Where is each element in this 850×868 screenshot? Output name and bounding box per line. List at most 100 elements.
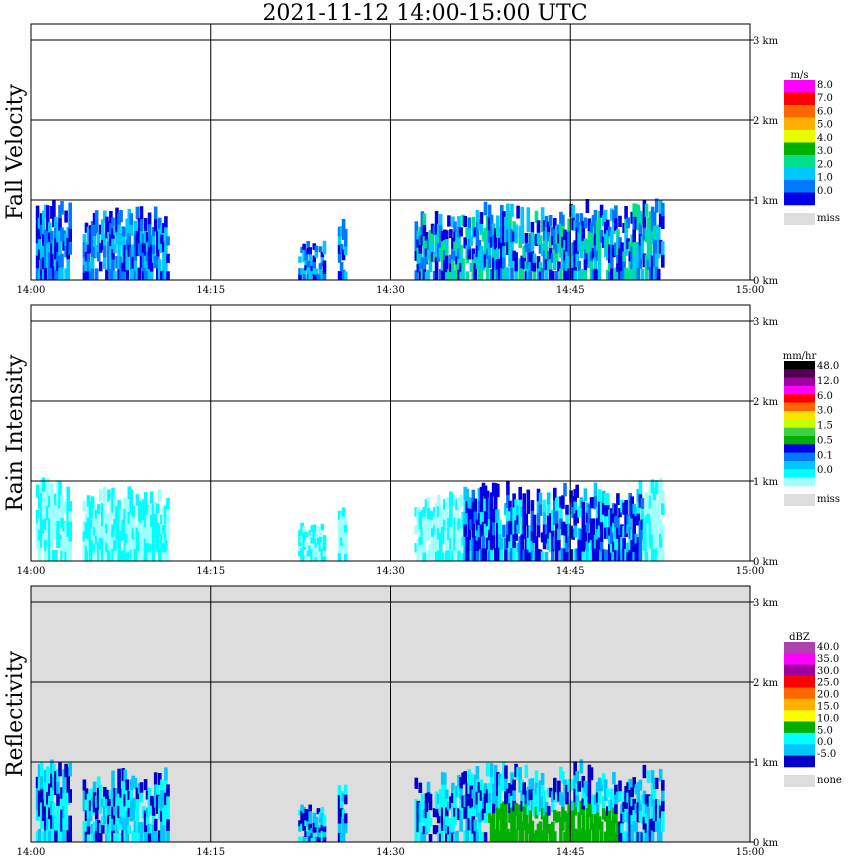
echo-cell [587, 513, 592, 524]
echo-cell [557, 539, 561, 551]
echo-cell [316, 825, 321, 832]
echo-cell [585, 199, 590, 213]
echo-cell [440, 231, 445, 242]
echo-cell [445, 529, 449, 541]
echo-cell [661, 549, 665, 562]
echo-cell [426, 550, 431, 562]
echo-cell [652, 512, 657, 525]
colorbar-swatch [784, 80, 815, 93]
echo-cell [469, 807, 474, 820]
colorbar-swatch [784, 444, 815, 453]
echo-cell [481, 260, 486, 271]
colorbar-swatch [784, 142, 815, 156]
echo-cell [158, 525, 162, 538]
echo-cell [571, 528, 575, 540]
echo-cell [447, 834, 451, 843]
echo-cell [514, 829, 518, 843]
echo-cell [337, 253, 342, 263]
echo-cell [60, 227, 64, 242]
echo-cell [471, 489, 476, 503]
echo-cell [610, 534, 614, 544]
echo-cell [86, 253, 91, 263]
echo-cell [477, 239, 482, 251]
echo-cell [661, 215, 665, 229]
echo-cell [141, 242, 146, 253]
echo-cell [650, 547, 655, 562]
echo-cell [650, 770, 655, 783]
echo-cell [514, 252, 518, 262]
echo-cell [522, 493, 526, 506]
echo-cell [436, 813, 441, 824]
echo-cell [630, 507, 634, 519]
echo-cell [481, 797, 486, 809]
echo-cell [471, 789, 476, 799]
echo-cell [496, 215, 500, 227]
echo-cell [438, 504, 443, 515]
echo-cell [135, 231, 140, 244]
echo-cell [518, 486, 522, 500]
echo-cell [98, 243, 103, 253]
echo-cell [559, 507, 563, 519]
echo-cell [121, 244, 125, 254]
echo-cell [626, 269, 630, 281]
echo-cell [94, 268, 99, 281]
echo-cell [443, 239, 447, 251]
echo-cell [131, 797, 136, 810]
echo-cell [555, 523, 559, 537]
echo-cell [123, 540, 127, 551]
echo-cell [438, 824, 443, 834]
echo-cell [551, 550, 555, 562]
echo-cell [92, 535, 97, 545]
echo-cell [164, 216, 168, 228]
echo-cell [548, 215, 553, 227]
echo-cell [599, 511, 604, 523]
echo-cell [50, 230, 54, 244]
echo-cell [555, 792, 559, 803]
echo-cell [145, 542, 150, 553]
echo-cell [58, 267, 62, 281]
echo-cell [147, 805, 152, 816]
echo-cell [310, 555, 315, 562]
echo-cell [538, 244, 543, 254]
echo-cell [559, 223, 563, 236]
echo-cell [121, 550, 125, 562]
echo-cell [46, 242, 50, 256]
echo-cell [504, 537, 508, 550]
echo-cell [90, 833, 95, 843]
echo-cell [141, 530, 146, 541]
echo-cell [88, 243, 93, 253]
echo-cell [117, 499, 121, 511]
echo-cell [164, 792, 168, 806]
echo-cell [491, 223, 496, 236]
echo-cell [438, 532, 443, 543]
echo-cell [158, 830, 162, 843]
echo-cell [56, 479, 60, 494]
chart-title: 2021-11-12 14:00-15:00 UTC [262, 1, 588, 26]
echo-cell [591, 804, 596, 814]
echo-cell [642, 790, 647, 804]
echo-cell [469, 819, 474, 832]
echo-cell [312, 832, 317, 838]
echo-cell [630, 268, 634, 281]
echo-cell [436, 494, 441, 507]
echo-cell [612, 772, 616, 785]
echo-cell [646, 794, 651, 807]
echo-cell [656, 268, 661, 281]
echo-cell [555, 497, 559, 511]
echo-cell [585, 239, 590, 254]
echo-cell [579, 246, 584, 259]
echo-cell [561, 247, 565, 259]
echo-cell [506, 481, 510, 495]
echo-cell [125, 800, 129, 812]
echo-cell [601, 236, 606, 248]
echo-cell [125, 239, 129, 250]
echo-cell [131, 516, 136, 529]
echo-cell [117, 246, 121, 259]
echo-cell [428, 544, 433, 554]
echo-cell [489, 538, 494, 551]
echo-cell [471, 501, 476, 514]
echo-cell [591, 832, 596, 843]
echo-cell [577, 506, 581, 518]
echo-cell [528, 820, 533, 832]
echo-cell [630, 528, 634, 540]
